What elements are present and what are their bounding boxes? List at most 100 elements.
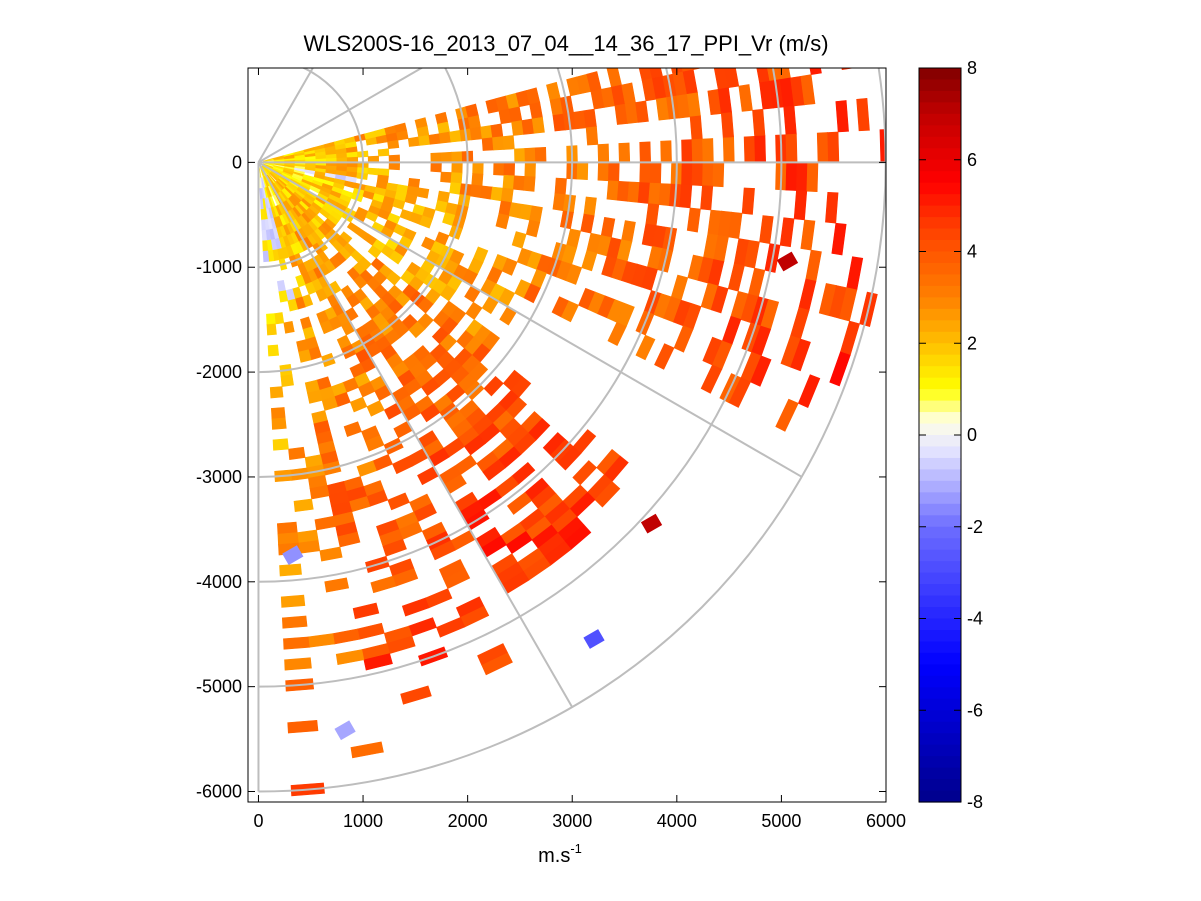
colorbar-strip [919, 457, 961, 471]
velocity-cell [502, 135, 515, 150]
x-tick-label: 3000 [552, 811, 592, 831]
velocity-cell [420, 403, 441, 423]
polar-grid [257, 68, 886, 793]
x-tick-label: 6000 [866, 811, 906, 831]
velocity-cell [691, 162, 704, 187]
colorbar-strip [919, 480, 961, 493]
velocity-cell [809, 68, 822, 75]
y-tick-label: -3000 [196, 467, 242, 487]
velocity-cell [648, 182, 661, 205]
velocity-cell [377, 148, 390, 157]
velocity-cell [408, 321, 426, 339]
velocity-cell [280, 374, 294, 387]
velocity-cell [500, 187, 514, 203]
colorbar-tick-label: 2 [967, 333, 977, 353]
colorbar-tick-label: 4 [967, 242, 977, 262]
velocity-cell [416, 187, 430, 199]
colorbar-strip [919, 308, 961, 321]
colorbar-strip [919, 400, 961, 413]
velocity-cell [449, 182, 462, 195]
velocity-cell [618, 142, 631, 163]
colorbar-strip [919, 607, 961, 620]
velocity-cell [363, 653, 393, 671]
velocity-cell [835, 100, 849, 133]
azimuth-spoke [257, 68, 314, 163]
velocity-cell [806, 162, 819, 193]
y-tick-label: -4000 [196, 572, 242, 592]
velocity-cell [262, 250, 270, 263]
azimuth-spoke [257, 161, 803, 478]
velocity-cell [503, 162, 516, 177]
velocity-cell [284, 657, 312, 671]
velocity-cell [493, 162, 505, 176]
colorbar-strip [919, 389, 961, 402]
velocity-cell [816, 132, 829, 163]
colorbar-strip [919, 675, 961, 688]
colorbar-strip [919, 549, 961, 562]
velocity-cell [267, 344, 280, 357]
colorbar-strip [919, 733, 961, 746]
velocity-cell [700, 185, 714, 211]
velocity-cell [785, 133, 798, 163]
velocity-cell [469, 184, 483, 198]
velocity-cell [261, 229, 268, 242]
velocity-cell [269, 386, 284, 399]
velocity-cell [712, 162, 725, 188]
velocity-cell [262, 240, 269, 252]
colorbar-strip [919, 102, 961, 115]
velocity-cell [387, 492, 410, 511]
velocity-cell [364, 435, 385, 452]
colorbar-strip [919, 251, 961, 264]
velocity-cell [635, 334, 656, 361]
velocity-cell [512, 175, 526, 191]
velocity-cell [607, 321, 627, 347]
velocity-cell [797, 374, 821, 409]
colorbar-strip [919, 205, 961, 218]
velocity-cell [419, 215, 433, 229]
colorbar-tick-label: -2 [967, 517, 983, 537]
velocity-cell [472, 162, 484, 175]
velocity-cell [388, 162, 401, 171]
colorbar-strip [919, 136, 961, 149]
velocity-cell [283, 636, 310, 650]
velocity-cell [681, 162, 693, 186]
velocity-cell [495, 213, 510, 230]
velocity-cell [722, 137, 735, 163]
y-tick-label: -1000 [196, 257, 242, 277]
velocity-cell [700, 364, 723, 394]
velocity-cell [710, 285, 729, 314]
velocity-cell [276, 521, 298, 535]
velocity-cell [272, 438, 289, 451]
velocity-cell [560, 300, 579, 323]
velocity-cell [389, 250, 404, 265]
velocity-cell [783, 105, 797, 136]
velocity-cell [679, 184, 693, 209]
velocity-cell [831, 222, 847, 256]
velocity-cell [481, 652, 513, 676]
colorbar-strip [919, 274, 961, 287]
velocity-cell [451, 162, 463, 174]
colorbar-strip [919, 377, 961, 390]
velocity-cell [728, 377, 751, 408]
velocity-cell [583, 108, 597, 129]
velocity-cell [583, 629, 605, 649]
velocity-cell [270, 407, 286, 420]
velocity-cell [334, 720, 356, 741]
velocity-cell [407, 136, 421, 147]
colorbar-strip [919, 90, 961, 104]
velocity-cell [658, 183, 672, 207]
velocity-cell [867, 31, 883, 65]
velocity-cell [785, 162, 798, 191]
velocity-cell [278, 290, 289, 303]
velocity-cell [387, 139, 400, 150]
velocity-cell [283, 320, 295, 334]
colorbar-strip [919, 343, 961, 356]
velocity-cell [508, 106, 523, 123]
velocity-cell [392, 456, 414, 475]
velocity-cell [841, 68, 853, 71]
velocity-cell [287, 719, 319, 734]
x-tick-label: 5000 [761, 811, 801, 831]
velocity-cell [492, 136, 505, 151]
velocity-cell [440, 151, 453, 163]
